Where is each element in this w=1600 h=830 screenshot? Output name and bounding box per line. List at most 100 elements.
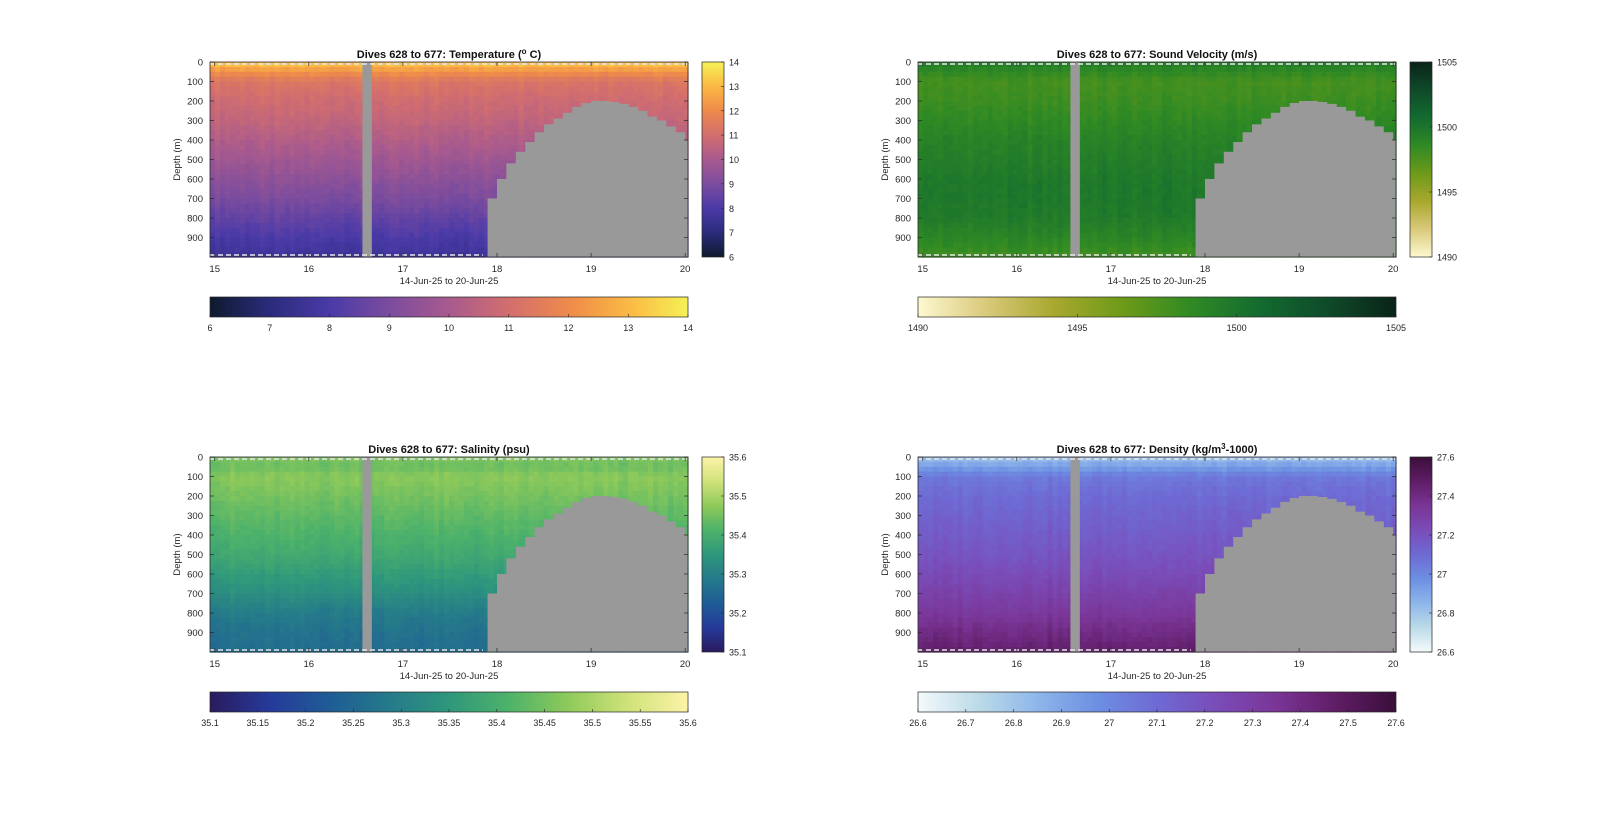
heatmap-cell <box>967 91 974 97</box>
heatmap-cell <box>992 144 999 151</box>
heatmap-cell <box>389 247 395 253</box>
heatmap-cell <box>344 164 351 170</box>
heatmap-cell <box>434 130 440 136</box>
heatmap-cell <box>1042 213 1049 219</box>
heatmap-cell <box>429 193 435 200</box>
heatmap-cell <box>269 120 276 126</box>
heatmap-cell <box>982 208 989 214</box>
heatmap-cell <box>987 96 994 102</box>
heatmap-cell <box>309 140 316 146</box>
heatmap-cell <box>264 154 271 161</box>
heatmap-cell <box>962 140 969 146</box>
heatmap-cell <box>603 96 609 102</box>
heatmap-cell <box>299 179 306 185</box>
heatmap-cell <box>922 164 929 170</box>
heatmap-cell <box>269 242 276 248</box>
heatmap-cell <box>473 110 480 117</box>
heatmap-cell <box>409 237 415 243</box>
heatmap-cell <box>269 179 276 185</box>
side-colorbar-label: 7 <box>729 228 734 238</box>
heatmap-cell <box>1007 232 1014 239</box>
heatmap-cell <box>304 218 311 224</box>
heatmap-cell <box>962 203 969 209</box>
heatmap-cell <box>309 208 316 214</box>
heatmap-cell <box>528 86 535 92</box>
heatmap-cell <box>264 174 271 180</box>
heatmap-cell <box>384 96 390 102</box>
heatmap-cell <box>399 242 405 248</box>
heatmap-cell <box>389 169 395 175</box>
heatmap-cell <box>224 81 231 87</box>
heatmap-cell <box>483 179 490 185</box>
heatmap-cell <box>374 66 380 73</box>
heatmap-cell <box>468 62 475 68</box>
heatmap-cell <box>483 110 490 117</box>
heatmap-cell <box>449 110 455 117</box>
heatmap-cell <box>384 169 390 175</box>
heatmap-cell <box>339 135 346 141</box>
heatmap-cell <box>249 227 256 234</box>
heatmap-cell <box>922 174 929 180</box>
heatmap-cell <box>449 71 455 78</box>
heatmap-cell <box>463 188 470 195</box>
heatmap-cell <box>279 86 286 92</box>
heatmap-cell <box>548 115 555 122</box>
heatmap-cell <box>244 125 251 131</box>
heatmap-cell <box>488 174 495 180</box>
heatmap-cell <box>359 125 365 131</box>
heatmap-cell <box>309 144 316 151</box>
heatmap-cell <box>1042 86 1049 92</box>
heatmap-cell <box>663 86 669 92</box>
heatmap-cell <box>439 174 445 180</box>
heatmap-cell <box>1007 174 1014 180</box>
heatmap-cell <box>1037 149 1044 156</box>
heatmap-cell <box>952 125 959 131</box>
heatmap-cell <box>274 179 281 185</box>
heatmap-cell <box>404 115 410 122</box>
heatmap-cell <box>473 218 480 224</box>
heatmap-cell <box>439 203 445 209</box>
heatmap-cell <box>419 213 425 219</box>
heatmap-cell <box>314 115 321 122</box>
heatmap-cell <box>942 62 949 68</box>
heatmap-cell <box>1027 125 1034 131</box>
heatmap-cell <box>977 169 984 175</box>
heatmap-cell <box>1002 140 1009 146</box>
y-tick-label: 100 <box>187 77 203 88</box>
heatmap-cell <box>299 247 306 253</box>
heatmap-cell <box>439 149 445 156</box>
heatmap-cell <box>493 125 500 131</box>
heatmap-cell <box>349 130 355 136</box>
heatmap-cell <box>219 218 226 224</box>
heatmap-cell <box>1012 120 1019 126</box>
heatmap-cell <box>274 232 281 239</box>
heatmap-cell <box>299 154 306 161</box>
heatmap-cell <box>578 86 585 92</box>
heatmap-cell <box>972 169 979 175</box>
heatmap-cell <box>274 154 281 161</box>
heatmap-cell <box>424 154 430 161</box>
heatmap-cell <box>922 81 929 87</box>
heatmap-cell <box>339 227 346 234</box>
heatmap-cell <box>359 169 365 175</box>
heatmap-cell <box>284 193 291 200</box>
heatmap-cell <box>947 140 954 146</box>
heatmap-cell <box>429 179 435 185</box>
heatmap-cell <box>414 81 420 87</box>
heatmap-cell <box>463 144 470 151</box>
heatmap-cell <box>937 62 944 68</box>
heatmap-cell <box>219 222 226 229</box>
heatmap-cell <box>329 140 336 146</box>
heatmap-cell <box>937 232 944 239</box>
heatmap-cell <box>1022 91 1029 97</box>
heatmap-cell <box>952 247 959 253</box>
heatmap-cell <box>992 198 999 204</box>
heatmap-cell <box>424 198 430 204</box>
heatmap-cell <box>329 208 336 214</box>
heatmap-cell <box>937 174 944 180</box>
heatmap-cell <box>354 174 360 180</box>
heatmap-cell <box>424 81 430 87</box>
heatmap-cell <box>992 110 999 117</box>
heatmap-cell <box>468 91 475 97</box>
heatmap-cell <box>967 62 974 68</box>
